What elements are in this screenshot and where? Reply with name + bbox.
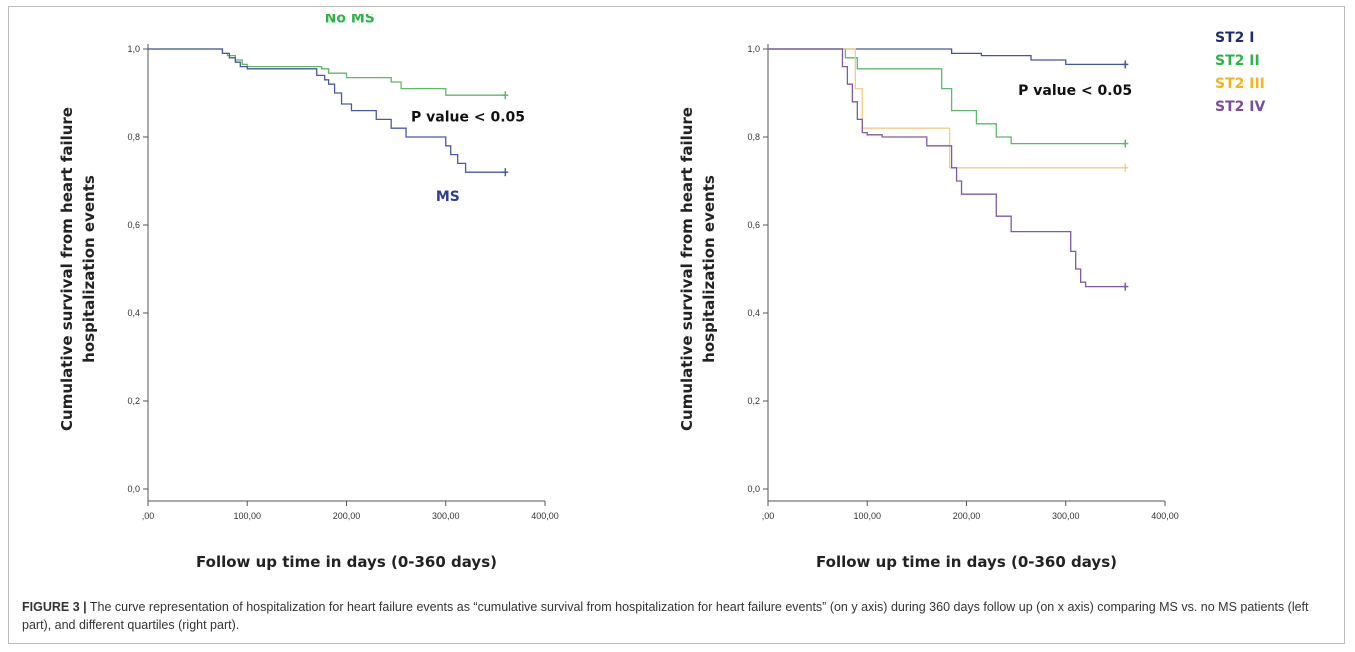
y-tick-label: 0,4 xyxy=(127,308,140,318)
legend-item: ST2 III xyxy=(1215,76,1265,92)
y-tick-label: 0,4 xyxy=(747,308,760,318)
y-axis-title: Cumulative survival from heart failure ho… xyxy=(58,107,98,431)
series-line xyxy=(768,48,1126,66)
caption-text: The curve representation of hospitalizat… xyxy=(22,600,1309,632)
y-axis-title-line: hospitalization events xyxy=(700,175,718,363)
x-tick-label: 200,00 xyxy=(953,511,981,521)
y-axis-title: Cumulative survival from heart failure ho… xyxy=(678,107,718,431)
chart-annotation: No MS xyxy=(325,14,375,27)
x-tick-label: 300,00 xyxy=(432,511,460,521)
x-tick-label: 100,00 xyxy=(233,511,261,521)
series-line xyxy=(148,48,506,173)
series-line xyxy=(768,48,1126,288)
legend-item: ST2 I xyxy=(1215,30,1254,46)
caption-label: FIGURE 3 | xyxy=(22,600,87,614)
series-line xyxy=(768,48,1126,169)
x-tick-label: 200,00 xyxy=(333,511,361,521)
y-axis-title-line: Cumulative survival from heart failure xyxy=(58,107,76,431)
legend-item: ST2 II xyxy=(1215,53,1260,69)
x-tick-label: 100,00 xyxy=(853,511,881,521)
km-chart-left: 0,0 0,2 0,4 0,6 0,8 1,0 ,00 100,00 200,00 300,00 4… xyxy=(58,14,559,571)
y-tick-label: 0,6 xyxy=(747,220,760,230)
y-axis-title-line: Cumulative survival from heart failure xyxy=(678,107,696,431)
y-axis-title-line: hospitalization events xyxy=(80,175,98,363)
y-tick-label: 0,2 xyxy=(127,396,140,406)
y-tick-label: 0,0 xyxy=(747,484,760,494)
y-tick-label: 0,6 xyxy=(127,220,140,230)
x-tick-label: ,00 xyxy=(142,511,155,521)
y-tick-label: 0,2 xyxy=(747,396,760,406)
x-tick-label: 400,00 xyxy=(531,511,559,521)
y-tick-label: 1,0 xyxy=(747,44,760,54)
series-line xyxy=(148,48,506,96)
x-tick-label: 400,00 xyxy=(1151,511,1179,521)
y-tick-label: 0,8 xyxy=(747,132,760,142)
x-axis-title: Follow up time in days (0-360 days) xyxy=(816,553,1117,571)
figure-frame xyxy=(8,6,1345,644)
figure-caption: FIGURE 3 | The curve representation of h… xyxy=(22,598,1332,634)
x-tick-label: ,00 xyxy=(762,511,775,521)
series-line xyxy=(768,48,1126,145)
y-tick-label: 1,0 xyxy=(127,44,140,54)
x-axis-title: Follow up time in days (0-360 days) xyxy=(196,553,497,571)
legend-item: ST2 IV xyxy=(1215,99,1265,115)
chart-annotation: P value < 0.05 xyxy=(1018,83,1132,99)
km-chart-right: 0,0 0,2 0,4 0,6 0,8 1,0 ,00 100,00 200,00 300,00 4… xyxy=(678,30,1265,571)
chart-annotation: MS xyxy=(436,189,460,205)
y-tick-label: 0,8 xyxy=(127,132,140,142)
y-tick-label: 0,0 xyxy=(127,484,140,494)
chart-annotation: P value < 0.05 xyxy=(411,110,525,126)
x-tick-label: 300,00 xyxy=(1052,511,1080,521)
